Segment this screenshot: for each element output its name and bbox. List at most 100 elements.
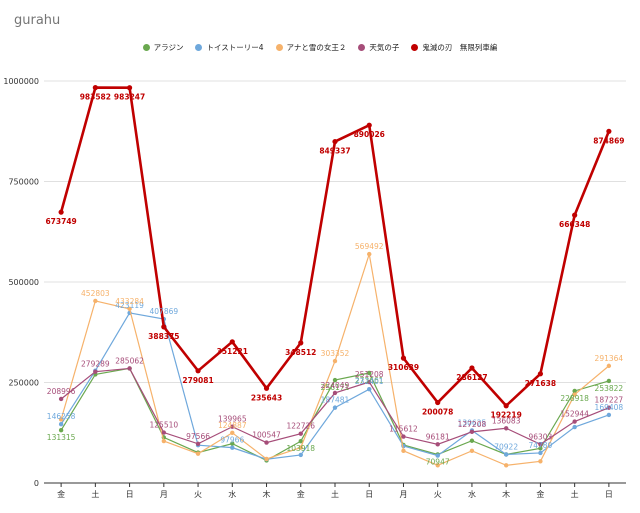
data-point <box>58 428 64 433</box>
data-label: 97566 <box>186 432 210 441</box>
data-point <box>298 445 303 450</box>
data-label: 187481 <box>321 396 350 405</box>
x-tick-label: 火 <box>194 490 202 499</box>
chart-title: gurahu <box>14 13 61 28</box>
data-point <box>298 439 303 444</box>
data-point <box>195 441 201 446</box>
data-point <box>127 366 132 371</box>
data-label: 279289 <box>81 360 110 369</box>
data-label: 96181 <box>426 432 450 441</box>
data-label: 291364 <box>595 354 624 363</box>
data-label: 232401 <box>355 377 384 386</box>
data-point <box>58 422 64 427</box>
data-point <box>264 456 269 462</box>
legend-dot-icon <box>411 44 419 51</box>
data-label: 115612 <box>389 425 418 434</box>
data-point <box>195 451 201 456</box>
data-label: 983582 <box>80 93 111 102</box>
data-point <box>572 419 577 424</box>
data-label: 125510 <box>150 421 179 430</box>
x-tick-label: 水 <box>228 489 236 499</box>
data-point <box>332 138 338 145</box>
x-tick-label: 木 <box>263 489 271 499</box>
data-point <box>332 358 338 364</box>
y-tick-label: 750000 <box>8 178 39 187</box>
data-point <box>435 399 441 406</box>
data-label: 348512 <box>285 348 316 357</box>
data-point <box>58 417 64 422</box>
data-label: 124887 <box>218 421 247 430</box>
data-point <box>93 298 98 304</box>
legend-dot-icon <box>142 44 150 51</box>
data-point <box>401 448 406 454</box>
legend-item: アナと雪の女王２ <box>275 42 346 53</box>
data-point <box>469 429 475 435</box>
x-tick-label: 火 <box>434 490 442 499</box>
x-tick-label: 日 <box>605 490 613 499</box>
data-point <box>58 209 64 215</box>
data-label: 200078 <box>422 408 453 417</box>
data-point <box>503 463 509 468</box>
data-label: 100547 <box>252 431 281 440</box>
x-tick-label: 水 <box>468 489 476 499</box>
data-label: 285062 <box>115 356 144 365</box>
data-label: 310639 <box>388 363 419 372</box>
data-point <box>263 385 270 391</box>
data-label: 131315 <box>47 433 76 442</box>
data-label: 271638 <box>525 379 556 388</box>
x-tick-label: 日 <box>126 490 134 499</box>
data-label: 251208 <box>355 370 384 379</box>
data-point <box>366 122 372 128</box>
data-label: 70947 <box>426 457 450 466</box>
data-point <box>435 442 440 447</box>
data-point <box>298 452 303 458</box>
legend-item: アラジン <box>142 42 183 53</box>
data-label: 303352 <box>321 349 350 358</box>
data-point <box>469 448 475 454</box>
data-point <box>503 403 509 409</box>
data-label: 192219 <box>491 411 522 420</box>
x-tick-label: 木 <box>502 489 510 499</box>
data-point <box>606 405 612 410</box>
data-point <box>538 446 543 451</box>
legend-label: 天気の子 <box>369 43 400 52</box>
data-point <box>367 386 372 392</box>
data-point <box>367 370 372 376</box>
data-point <box>367 251 372 257</box>
data-point <box>503 452 509 457</box>
data-point <box>332 377 338 383</box>
legend-dot-icon <box>358 44 366 51</box>
data-point <box>503 426 509 431</box>
data-label: 224049 <box>321 381 350 390</box>
data-label: 139965 <box>218 415 247 424</box>
data-label: 97966 <box>220 436 244 445</box>
data-label: 74780 <box>528 441 552 450</box>
data-point <box>572 392 577 397</box>
data-point <box>572 424 577 430</box>
y-tick-label: 0 <box>34 479 39 488</box>
data-label: 286127 <box>456 373 487 382</box>
y-tick-label: 500000 <box>8 278 39 287</box>
data-point <box>161 438 167 444</box>
data-point <box>298 431 303 436</box>
data-label: 569492 <box>355 242 384 251</box>
legend-dot-icon <box>195 44 203 51</box>
legend-dot-icon <box>275 44 283 51</box>
x-tick-label: 金 <box>57 489 65 499</box>
data-label: 208996 <box>47 387 76 396</box>
legend-label: トイストーリー4 <box>206 43 264 52</box>
x-tick-label: 金 <box>536 489 544 499</box>
data-point <box>435 453 440 458</box>
data-label: 228918 <box>560 394 589 403</box>
data-point <box>58 396 64 402</box>
data-point <box>332 405 338 410</box>
x-tick-label: 金 <box>297 489 305 499</box>
x-tick-label: 土 <box>91 489 99 499</box>
data-point <box>435 463 440 468</box>
data-label: 279081 <box>182 376 213 385</box>
data-label: 256171 <box>321 383 350 392</box>
data-point <box>195 368 201 374</box>
data-point <box>401 434 406 439</box>
x-tick-label: 日 <box>365 490 373 499</box>
y-tick-label: 250000 <box>8 379 39 388</box>
